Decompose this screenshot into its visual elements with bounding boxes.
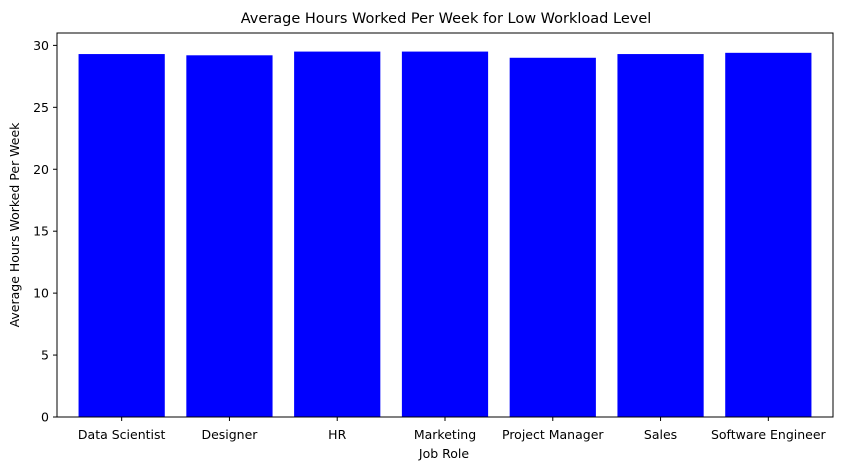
y-tick-label: 20 [33, 162, 49, 177]
y-tick-label: 5 [41, 348, 49, 363]
bar-designer [186, 55, 273, 417]
y-tick-label: 0 [41, 410, 49, 425]
bar-software-engineer [725, 52, 812, 417]
bar-sales [617, 54, 704, 417]
x-tick-label: Sales [644, 427, 677, 442]
x-tick-label: HR [328, 427, 346, 442]
y-tick-label: 30 [33, 38, 49, 53]
y-tick-label: 25 [33, 100, 49, 115]
plot-area: 0 5 10 15 20 25 30 Data Scientist Designer HR Mark… [33, 32, 834, 442]
bar-data-scientist [78, 54, 165, 417]
x-axis-label: Job Role [418, 446, 469, 461]
y-axis-label: Average Hours Worked Per Week [7, 122, 22, 328]
x-tick-label: Marketing [414, 427, 476, 442]
bar-marketing [401, 51, 489, 417]
x-tick-label: Designer [201, 427, 258, 442]
x-tick-label: Software Engineer [711, 427, 827, 442]
y-tick-label: 10 [33, 286, 49, 301]
bar-hr [294, 51, 381, 417]
y-tick-label: 15 [33, 224, 49, 239]
x-tick-label: Data Scientist [78, 427, 166, 442]
bar-project-manager [509, 57, 596, 417]
x-tick-label: Project Manager [502, 427, 604, 442]
chart-title: Average Hours Worked Per Week for Low Wo… [241, 11, 652, 27]
